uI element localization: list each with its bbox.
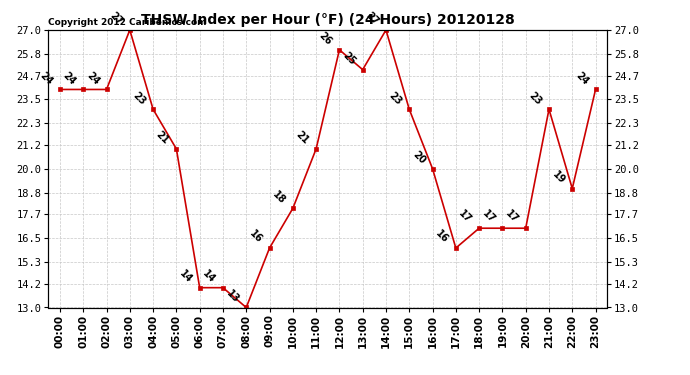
Text: 17: 17 (480, 209, 497, 225)
Text: 21: 21 (154, 129, 171, 146)
Text: 23: 23 (131, 90, 148, 106)
Text: 21: 21 (294, 129, 310, 146)
Text: 17: 17 (457, 209, 473, 225)
Text: 13: 13 (224, 288, 241, 305)
Text: 23: 23 (526, 90, 544, 106)
Title: THSW Index per Hour (°F) (24 Hours) 20120128: THSW Index per Hour (°F) (24 Hours) 2012… (141, 13, 515, 27)
Text: 25: 25 (340, 50, 357, 67)
Text: 27: 27 (108, 10, 124, 27)
Text: 14: 14 (201, 268, 217, 285)
Text: 16: 16 (433, 229, 451, 245)
Text: 14: 14 (177, 268, 194, 285)
Text: 26: 26 (317, 30, 334, 47)
Text: 18: 18 (270, 189, 287, 206)
Text: 27: 27 (364, 10, 380, 27)
Text: 24: 24 (84, 70, 101, 87)
Text: 20: 20 (411, 149, 427, 166)
Text: 19: 19 (550, 169, 566, 186)
Text: 24: 24 (38, 70, 55, 87)
Text: 17: 17 (504, 209, 520, 225)
Text: Copyright 2012 Caribenics.com: Copyright 2012 Caribenics.com (48, 18, 207, 27)
Text: 16: 16 (247, 229, 264, 245)
Text: 24: 24 (61, 70, 78, 87)
Text: 23: 23 (387, 90, 404, 106)
Text: 24: 24 (573, 70, 590, 87)
